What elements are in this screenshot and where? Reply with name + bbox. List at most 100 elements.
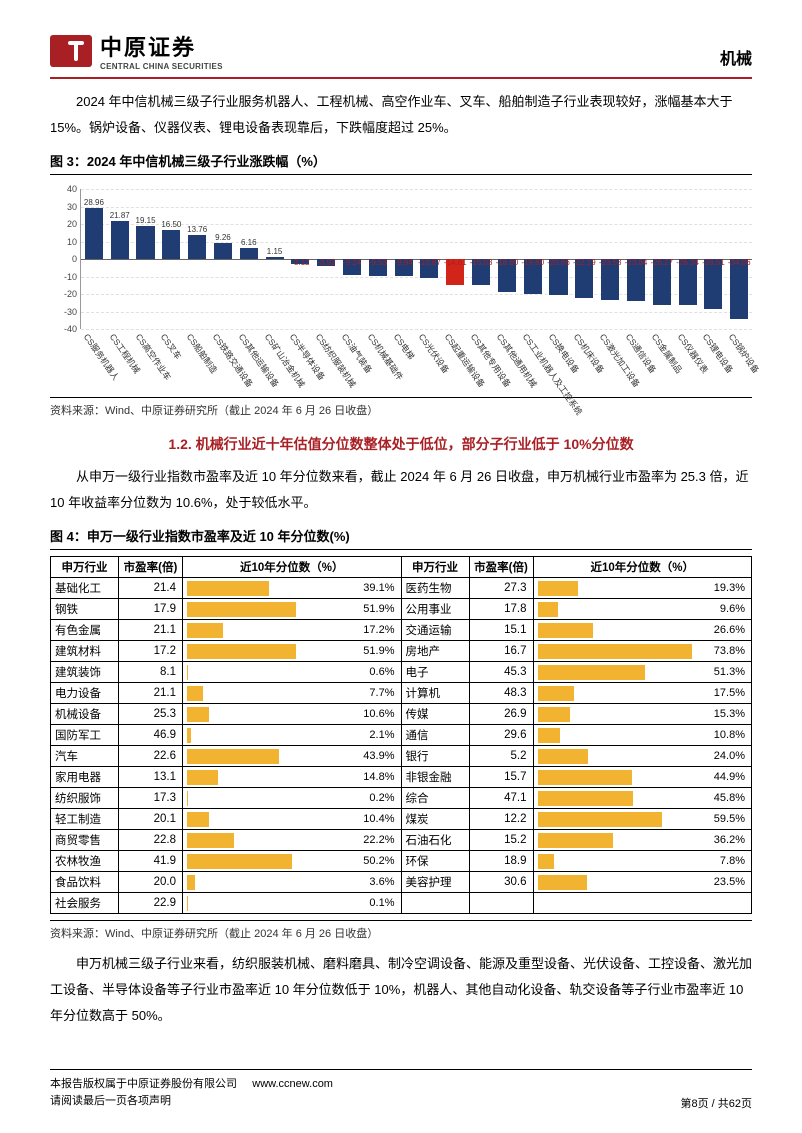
empty-cell bbox=[401, 893, 469, 914]
pe-cell: 17.9 bbox=[119, 599, 183, 620]
bar-col: -14.61CS起重运输设备 bbox=[442, 189, 468, 329]
pe-cell: 15.7 bbox=[469, 767, 533, 788]
pct-cell: 2.1% bbox=[183, 725, 402, 746]
pe-cell: 20.1 bbox=[119, 809, 183, 830]
pe-cell: 17.2 bbox=[119, 641, 183, 662]
industry-cell: 综合 bbox=[401, 788, 469, 809]
pe-cell: 16.7 bbox=[469, 641, 533, 662]
industry-cell: 国防军工 bbox=[51, 725, 119, 746]
fig4-source: 资料来源：Wind、中原证券研究所（截止 2024 年 6 月 26 日收盘） bbox=[50, 920, 752, 941]
bar-value: 16.50 bbox=[161, 220, 181, 229]
bar-col: 28.96CS服务机器人 bbox=[81, 189, 107, 329]
industry-cell: 基础化工 bbox=[51, 578, 119, 599]
bar-value: -9.53 bbox=[369, 258, 387, 267]
pct-cell: 43.9% bbox=[183, 746, 402, 767]
pe-cell: 13.1 bbox=[119, 767, 183, 788]
industry-cell: 银行 bbox=[401, 746, 469, 767]
industry-cell: 电力设备 bbox=[51, 683, 119, 704]
y-tick: 10 bbox=[53, 237, 77, 247]
table-row: 家用电器13.114.8%非银金融15.744.9% bbox=[51, 767, 752, 788]
y-tick: 20 bbox=[53, 219, 77, 229]
pe-cell: 26.9 bbox=[469, 704, 533, 725]
fig3-chart: -40-30-20-1001020304028.96CS服务机器人21.87CS… bbox=[50, 181, 752, 391]
industry-cell: 纺织服饰 bbox=[51, 788, 119, 809]
pe-cell: 41.9 bbox=[119, 851, 183, 872]
pe-cell: 21.1 bbox=[119, 620, 183, 641]
table-header: 市盈率(倍) bbox=[119, 557, 183, 578]
bar-value: -22.19 bbox=[573, 258, 596, 267]
fig4-title: 图 4：申万一级行业指数市盈率及近 10 年分位数(%) bbox=[50, 526, 752, 550]
footer-disclaimer: 请阅读最后一页各项声明 bbox=[50, 1093, 333, 1111]
bar-value: 9.26 bbox=[215, 233, 231, 242]
bar-value: 19.15 bbox=[136, 216, 156, 225]
bar-value: 21.87 bbox=[110, 211, 130, 220]
y-tick: 0 bbox=[53, 254, 77, 264]
bar-col: -18.60CS其他通用机械 bbox=[494, 189, 520, 329]
pe-cell: 46.9 bbox=[119, 725, 183, 746]
pe-cell: 21.1 bbox=[119, 683, 183, 704]
table-row: 机械设备25.310.6%传媒26.915.3% bbox=[51, 704, 752, 725]
bar-value: -9.94 bbox=[395, 258, 413, 267]
pe-cell: 5.2 bbox=[469, 746, 533, 767]
pct-cell: 73.8% bbox=[533, 641, 752, 662]
bar-value: -10.87 bbox=[418, 258, 441, 267]
pct-cell: 17.5% bbox=[533, 683, 752, 704]
paragraph-2: 从申万一级行业指数市盈率及近 10 年分位数来看，截止 2024 年 6 月 2… bbox=[50, 464, 752, 516]
bar-value: -18.60 bbox=[496, 258, 519, 267]
pct-cell: 7.8% bbox=[533, 851, 752, 872]
industry-cell: 家用电器 bbox=[51, 767, 119, 788]
table-row: 建筑装饰8.10.6%电子45.351.3% bbox=[51, 662, 752, 683]
pe-cell: 17.3 bbox=[119, 788, 183, 809]
industry-cell: 通信 bbox=[401, 725, 469, 746]
pct-cell: 7.7% bbox=[183, 683, 402, 704]
bar-value: -14.61 bbox=[444, 258, 467, 267]
pe-cell: 20.0 bbox=[119, 872, 183, 893]
pct-cell: 59.5% bbox=[533, 809, 752, 830]
pct-cell: 14.8% bbox=[183, 767, 402, 788]
pe-cell: 45.3 bbox=[469, 662, 533, 683]
bar-value: 1.15 bbox=[267, 247, 283, 256]
pct-cell: 44.9% bbox=[533, 767, 752, 788]
industry-cell: 商贸零售 bbox=[51, 830, 119, 851]
pe-cell: 21.4 bbox=[119, 578, 183, 599]
table-header: 申万行业 bbox=[51, 557, 119, 578]
industry-cell: 石油石化 bbox=[401, 830, 469, 851]
pe-cell: 17.8 bbox=[469, 599, 533, 620]
pct-cell: 9.6% bbox=[533, 599, 752, 620]
logo-en: CENTRAL CHINA SECURITIES bbox=[100, 62, 223, 71]
footer-url: www.ccnew.com bbox=[252, 1078, 333, 1090]
paragraph-1: 2024 年中信机械三级子行业服务机器人、工程机械、高空作业车、叉车、船舶制造子… bbox=[50, 89, 752, 141]
bar-col: -23.84CS通信设备 bbox=[623, 189, 649, 329]
bar-col: -26.34CS仪器仪表 bbox=[675, 189, 701, 329]
table-row: 基础化工21.439.1%医药生物27.319.3% bbox=[51, 578, 752, 599]
bar-col: -23.53CS激光加工设备 bbox=[597, 189, 623, 329]
table-header: 近10年分位数（%） bbox=[183, 557, 402, 578]
bar-value: -9.24 bbox=[343, 258, 361, 267]
industry-cell: 社会服务 bbox=[51, 893, 119, 914]
industry-cell: 轻工制造 bbox=[51, 809, 119, 830]
bar-value: -26.27 bbox=[650, 258, 673, 267]
table-row: 电力设备21.17.7%计算机48.317.5% bbox=[51, 683, 752, 704]
industry-cell: 有色金属 bbox=[51, 620, 119, 641]
pe-cell: 18.9 bbox=[469, 851, 533, 872]
table-row: 汽车22.643.9%银行5.224.0% bbox=[51, 746, 752, 767]
industry-cell: 公用事业 bbox=[401, 599, 469, 620]
bar-col: -3.12CS半导体设备 bbox=[288, 189, 314, 329]
table-row: 钢铁17.951.9%公用事业17.89.6% bbox=[51, 599, 752, 620]
table-row: 国防军工46.92.1%通信29.610.8% bbox=[51, 725, 752, 746]
pct-cell: 51.9% bbox=[183, 641, 402, 662]
bar-col: -10.87CS光伏设备 bbox=[417, 189, 443, 329]
pe-cell: 22.8 bbox=[119, 830, 183, 851]
footer-page: 第8页 / 共62页 bbox=[680, 1095, 752, 1111]
bar-value: 13.76 bbox=[187, 225, 207, 234]
bar-col: 16.50CS叉车 bbox=[158, 189, 184, 329]
bar-col: 21.87CS工程机械 bbox=[107, 189, 133, 329]
bar-col: -22.19CS机床设备 bbox=[571, 189, 597, 329]
pct-cell: 51.9% bbox=[183, 599, 402, 620]
pe-cell: 8.1 bbox=[119, 662, 183, 683]
fig3-title: 图 3：2024 年中信机械三级子行业涨跌幅（%） bbox=[50, 151, 752, 175]
bar-col: -9.24CS油气装备 bbox=[339, 189, 365, 329]
bar-value: -26.34 bbox=[676, 258, 699, 267]
logo-cn: 中原证券 bbox=[100, 30, 223, 62]
pe-cell: 29.6 bbox=[469, 725, 533, 746]
